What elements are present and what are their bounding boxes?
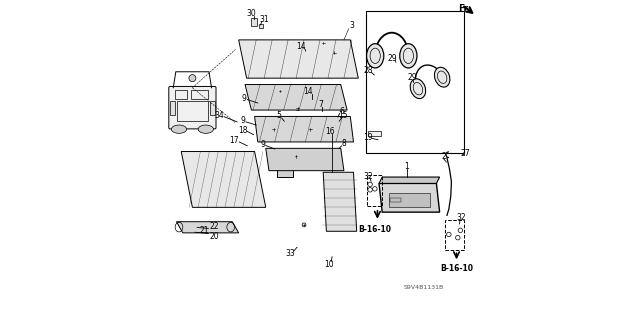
- Text: 32: 32: [363, 172, 372, 181]
- Ellipse shape: [198, 125, 214, 133]
- Text: 34: 34: [214, 111, 225, 120]
- Circle shape: [272, 127, 276, 131]
- Circle shape: [302, 223, 306, 227]
- Text: 33: 33: [286, 249, 296, 258]
- Ellipse shape: [435, 67, 450, 87]
- Text: 7: 7: [318, 100, 323, 109]
- Polygon shape: [255, 116, 353, 142]
- Polygon shape: [181, 152, 266, 207]
- Bar: [210, 101, 215, 115]
- Circle shape: [278, 89, 282, 93]
- Ellipse shape: [172, 125, 187, 133]
- Bar: [177, 101, 208, 121]
- Text: 9: 9: [242, 94, 246, 103]
- Bar: [369, 131, 381, 136]
- Text: 29: 29: [388, 54, 397, 63]
- Circle shape: [189, 75, 196, 82]
- Text: 3: 3: [349, 21, 355, 30]
- Text: 29: 29: [407, 73, 417, 82]
- Text: 2: 2: [442, 152, 446, 161]
- Text: 15: 15: [339, 111, 348, 120]
- Text: 9: 9: [260, 140, 265, 149]
- Text: 32: 32: [456, 213, 466, 222]
- Bar: [445, 220, 464, 250]
- Circle shape: [294, 154, 298, 158]
- Text: 18: 18: [238, 126, 248, 135]
- Polygon shape: [266, 148, 344, 171]
- Text: 31: 31: [259, 15, 269, 24]
- Text: 16: 16: [324, 127, 334, 136]
- Text: 14: 14: [303, 87, 313, 96]
- Text: 30: 30: [246, 9, 256, 18]
- Text: S9V4B1131B: S9V4B1131B: [404, 285, 444, 290]
- Bar: [388, 193, 430, 207]
- Bar: [259, 24, 263, 28]
- Text: 27: 27: [461, 149, 470, 158]
- Polygon shape: [323, 172, 356, 231]
- Text: 17: 17: [230, 137, 239, 145]
- Polygon shape: [245, 85, 347, 110]
- Text: 14: 14: [296, 42, 306, 51]
- Bar: [170, 101, 175, 115]
- Bar: [191, 90, 209, 99]
- Ellipse shape: [410, 79, 426, 99]
- Bar: [251, 18, 257, 26]
- Circle shape: [296, 107, 300, 110]
- Text: 20: 20: [209, 232, 219, 241]
- Text: 21: 21: [200, 226, 209, 235]
- Text: 5: 5: [276, 111, 282, 120]
- Text: Fr.: Fr.: [458, 4, 470, 13]
- Polygon shape: [239, 40, 358, 78]
- Text: 9: 9: [241, 116, 245, 125]
- Circle shape: [332, 51, 336, 55]
- Bar: [366, 11, 463, 153]
- Circle shape: [308, 127, 312, 131]
- Bar: [390, 198, 401, 202]
- Text: 8: 8: [342, 139, 346, 148]
- Bar: [175, 90, 187, 99]
- Text: 28: 28: [364, 66, 373, 75]
- Text: B-16-10: B-16-10: [358, 225, 392, 234]
- Bar: [367, 175, 381, 206]
- Text: 10: 10: [324, 260, 333, 269]
- Polygon shape: [379, 177, 440, 183]
- FancyBboxPatch shape: [169, 86, 216, 129]
- Polygon shape: [277, 152, 293, 177]
- Text: 22: 22: [209, 222, 219, 231]
- Text: 6: 6: [339, 107, 344, 115]
- Ellipse shape: [367, 44, 384, 68]
- Ellipse shape: [400, 44, 417, 68]
- Text: B-16-10: B-16-10: [440, 264, 473, 273]
- Polygon shape: [177, 222, 239, 233]
- Polygon shape: [379, 183, 440, 212]
- Text: 19: 19: [364, 133, 373, 142]
- Circle shape: [321, 41, 325, 45]
- Text: 1: 1: [404, 162, 409, 171]
